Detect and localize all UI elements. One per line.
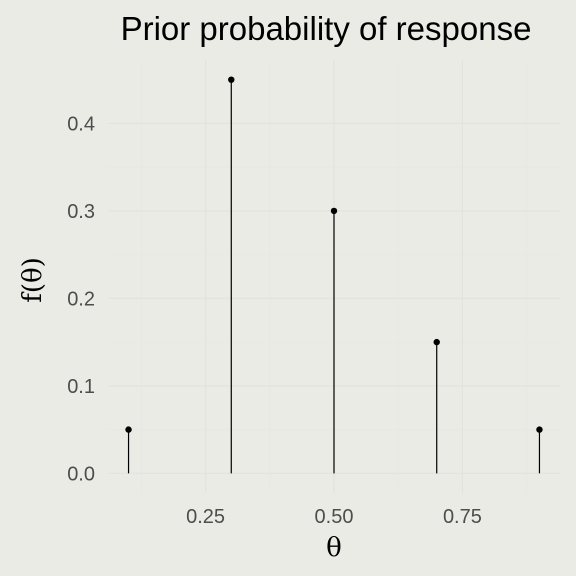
- y-tick-label: 0.4: [67, 113, 95, 135]
- data-point: [433, 338, 440, 346]
- y-tick-label: 0.3: [67, 201, 95, 223]
- data-point: [125, 426, 132, 433]
- data-point: [536, 426, 543, 433]
- y-tick-label: 0.2: [67, 288, 95, 310]
- data-point: [228, 76, 235, 83]
- chart-title: Prior probability of response: [121, 10, 532, 47]
- x-axis-label: θ: [326, 533, 342, 563]
- y-axis-label: f(θ): [18, 257, 48, 303]
- x-axis-ticks: 0.25 0.50 0.75: [186, 506, 482, 528]
- y-tick-label: 0.1: [67, 376, 95, 398]
- data-marks: [125, 76, 543, 474]
- y-tick-label: 0.0: [67, 463, 95, 485]
- x-tick-label: 0.75: [443, 506, 482, 528]
- y-axis-ticks: 0.0 0.1 0.2 0.3 0.4: [67, 113, 95, 485]
- data-point: [330, 207, 338, 215]
- x-tick-label: 0.50: [315, 506, 354, 528]
- x-tick-label: 0.25: [186, 506, 225, 528]
